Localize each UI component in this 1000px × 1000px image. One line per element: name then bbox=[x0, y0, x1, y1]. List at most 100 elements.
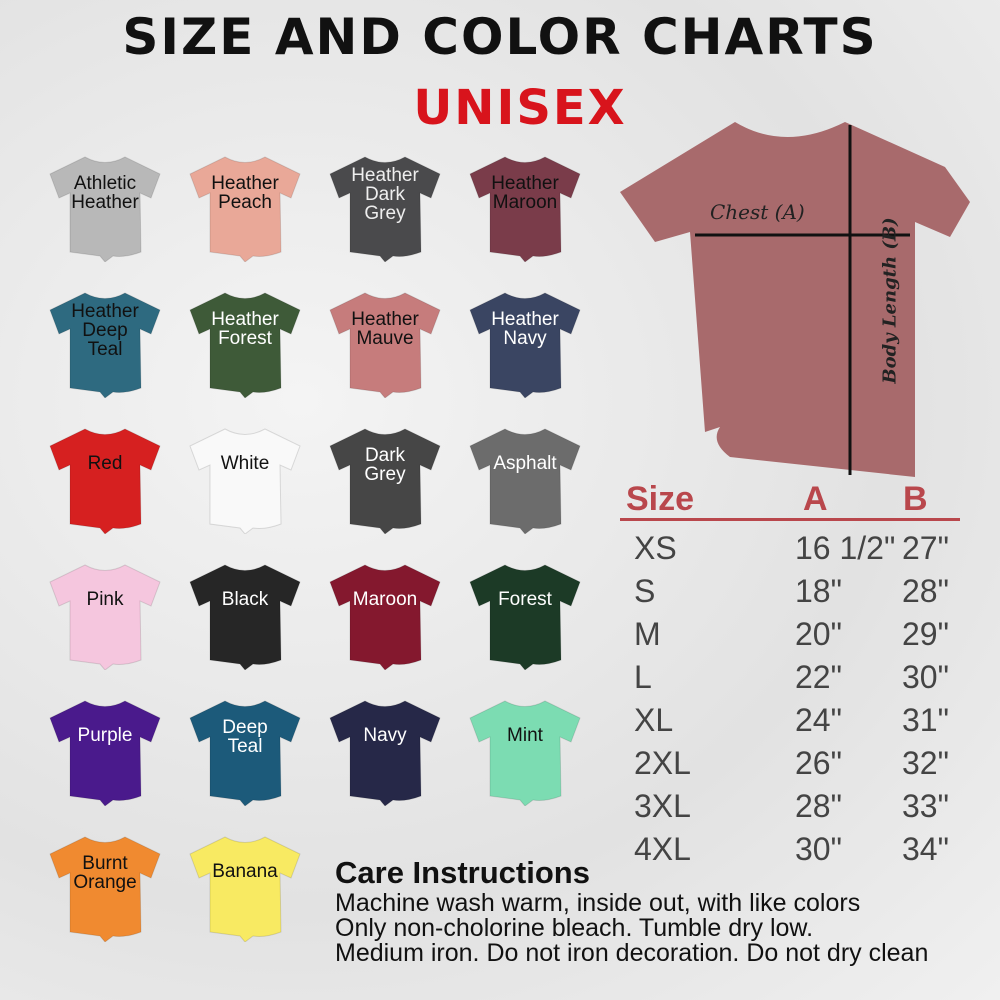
color-swatch: Burnt Orange bbox=[45, 832, 165, 942]
header-a: A bbox=[803, 480, 828, 518]
size-cell: M bbox=[634, 616, 661, 652]
color-name: Heather Navy bbox=[491, 309, 559, 349]
color-name: Heather Maroon bbox=[491, 173, 559, 213]
tshirt-icon bbox=[189, 700, 301, 806]
table-row: 3XL 28" 33" bbox=[620, 788, 960, 828]
header-b: B bbox=[903, 480, 928, 518]
table-row: 2XL 26" 32" bbox=[620, 745, 960, 785]
color-swatch: Heather Maroon bbox=[465, 152, 585, 262]
table-row: S 18" 28" bbox=[620, 573, 960, 613]
color-name: Banana bbox=[212, 861, 278, 882]
tshirt-icon bbox=[49, 428, 161, 534]
length-cell: 29" bbox=[902, 616, 949, 652]
color-name: Pink bbox=[86, 589, 124, 610]
color-name: Dark Grey bbox=[364, 445, 406, 485]
header-divider bbox=[620, 518, 960, 521]
tshirt-icon bbox=[189, 428, 301, 534]
color-name: Heather Peach bbox=[211, 173, 279, 213]
color-swatch: Mint bbox=[465, 696, 585, 806]
color-swatch: Banana bbox=[185, 832, 305, 942]
tshirt-icon bbox=[329, 156, 441, 262]
color-name: Asphalt bbox=[493, 453, 557, 474]
color-name: Heather Dark Grey bbox=[351, 165, 419, 224]
color-name: Red bbox=[87, 453, 123, 474]
chest-cell: 28" bbox=[795, 788, 842, 824]
color-swatch: Athletic Heather bbox=[45, 152, 165, 262]
length-cell: 30" bbox=[902, 659, 949, 695]
length-cell: 31" bbox=[902, 702, 949, 738]
color-name: Black bbox=[221, 589, 269, 610]
length-cell: 33" bbox=[902, 788, 949, 824]
color-name: Navy bbox=[363, 725, 407, 746]
color-name: White bbox=[220, 453, 270, 474]
tshirt-icon bbox=[49, 564, 161, 670]
size-cell: L bbox=[634, 659, 652, 695]
tshirt-icon bbox=[49, 700, 161, 806]
color-swatch: Purple bbox=[45, 696, 165, 806]
color-name: Mint bbox=[507, 725, 543, 746]
color-swatch: Heather Navy bbox=[465, 288, 585, 398]
color-name: Deep Teal bbox=[222, 717, 268, 757]
color-swatch: Pink bbox=[45, 560, 165, 670]
color-swatch: Black bbox=[185, 560, 305, 670]
chest-cell: 16 1/2" bbox=[795, 530, 896, 566]
color-name: Heather Forest bbox=[211, 309, 279, 349]
tshirt-icon bbox=[329, 564, 441, 670]
chart-subtitle: UNISEX bbox=[413, 80, 627, 136]
tshirt-icon bbox=[469, 156, 581, 262]
chest-cell: 22" bbox=[795, 659, 842, 695]
color-swatch: Heather Mauve bbox=[325, 288, 445, 398]
tshirt-icon bbox=[189, 564, 301, 670]
tshirt-icon bbox=[329, 428, 441, 534]
length-cell: 34" bbox=[902, 831, 949, 867]
length-cell: 32" bbox=[902, 745, 949, 781]
color-swatch: Heather Peach bbox=[185, 152, 305, 262]
color-name: Heather Deep Teal bbox=[71, 301, 139, 360]
tshirt-icon bbox=[189, 156, 301, 262]
color-swatch: Deep Teal bbox=[185, 696, 305, 806]
tshirt-icon bbox=[469, 428, 581, 534]
length-cell: 27" bbox=[902, 530, 949, 566]
color-swatch: Heather Forest bbox=[185, 288, 305, 398]
tshirt-icon bbox=[329, 292, 441, 398]
chest-cell: 30" bbox=[795, 831, 842, 867]
color-swatch: Dark Grey bbox=[325, 424, 445, 534]
measurement-shirt bbox=[615, 112, 980, 482]
color-name: Maroon bbox=[352, 589, 418, 610]
table-row: XL 24" 31" bbox=[620, 702, 960, 742]
care-title: Care Instructions bbox=[335, 855, 590, 890]
tshirt-icon bbox=[469, 700, 581, 806]
color-swatch: Forest bbox=[465, 560, 585, 670]
size-cell: S bbox=[634, 573, 656, 609]
chest-cell: 24" bbox=[795, 702, 842, 738]
chest-label: Chest (A) bbox=[710, 200, 805, 224]
tshirt-icon bbox=[49, 156, 161, 262]
body-length-label: Body Length (B) bbox=[879, 217, 901, 384]
chart-title: SIZE AND COLOR CHARTS bbox=[122, 8, 878, 66]
chest-cell: 18" bbox=[795, 573, 842, 609]
shirt-icon bbox=[620, 122, 970, 477]
color-swatch: Heather Dark Grey bbox=[325, 152, 445, 262]
color-name: Forest bbox=[498, 589, 552, 610]
color-swatch: Navy bbox=[325, 696, 445, 806]
color-swatch: Asphalt bbox=[465, 424, 585, 534]
tshirt-icon bbox=[189, 836, 301, 942]
color-swatch: Maroon bbox=[325, 560, 445, 670]
care-line: Machine wash warm, inside out, with like… bbox=[335, 889, 861, 917]
length-cell: 28" bbox=[902, 573, 949, 609]
size-cell: 3XL bbox=[634, 788, 691, 824]
color-name: Purple bbox=[77, 725, 133, 746]
size-cell: 2XL bbox=[634, 745, 691, 781]
size-cell: XS bbox=[634, 530, 677, 566]
tshirt-icon bbox=[469, 564, 581, 670]
tshirt-icon bbox=[189, 292, 301, 398]
chest-cell: 26" bbox=[795, 745, 842, 781]
table-row: XS 16 1/2" 27" bbox=[620, 530, 960, 570]
color-swatch: White bbox=[185, 424, 305, 534]
tshirt-icon bbox=[469, 292, 581, 398]
table-row: 4XL 30" 34" bbox=[620, 831, 960, 871]
tshirt-icon bbox=[49, 836, 161, 942]
color-name: Athletic Heather bbox=[71, 173, 139, 213]
color-swatch: Heather Deep Teal bbox=[45, 288, 165, 398]
color-name: Heather Mauve bbox=[351, 309, 419, 349]
